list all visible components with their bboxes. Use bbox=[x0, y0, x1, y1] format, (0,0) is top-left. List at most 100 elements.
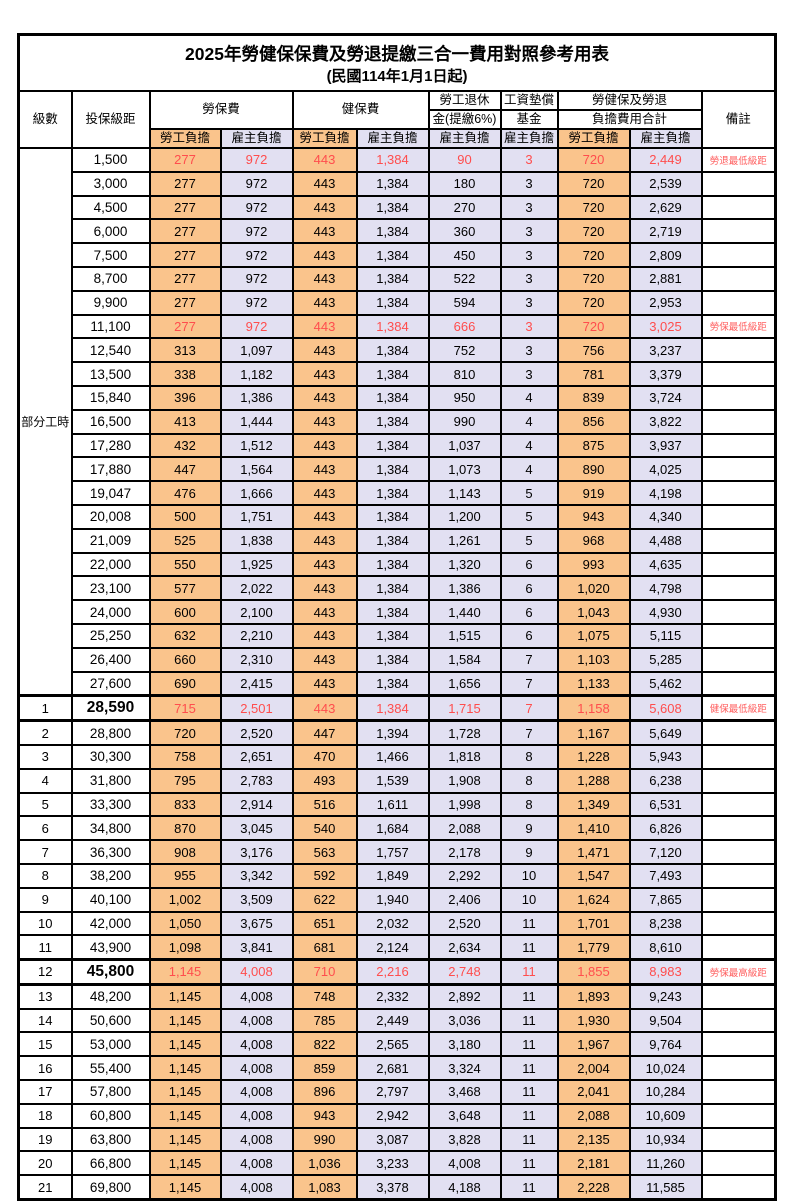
cell-合計勞工負擔: 1,020 bbox=[556, 575, 631, 602]
table-row: 25,250 632 2,210 443 1,384 1,515 6 1,075 5,115 bbox=[19, 622, 777, 649]
cell-健保費勞工負擔: 443 bbox=[291, 194, 358, 221]
cell-健保費雇主負擔: 2,032 bbox=[355, 910, 430, 937]
col-header-pension-line1: 勞工退休 bbox=[427, 90, 502, 111]
cell-健保費雇主負擔: 1,384 bbox=[355, 575, 430, 602]
cell-勞保費勞工負擔: 795 bbox=[148, 767, 222, 794]
cell-健保費雇主負擔: 1,384 bbox=[355, 480, 430, 506]
cell-合計雇主負擔: 3,379 bbox=[628, 361, 703, 387]
cell-勞保費雇主負擔: 2,415 bbox=[219, 670, 294, 697]
cell-bracket: 28,590 bbox=[70, 694, 151, 723]
cell-合計勞工負擔: 720 bbox=[556, 170, 631, 197]
cell-勞保費雇主負擔: 4,008 bbox=[219, 1079, 294, 1105]
cell-level: 2 bbox=[17, 719, 73, 746]
cell-工資墊償基金雇主負擔: 11 bbox=[499, 934, 559, 961]
cell-合計勞工負擔: 993 bbox=[556, 551, 631, 578]
cell-工資墊償基金雇主負擔: 11 bbox=[499, 1174, 559, 1201]
cell-健保費雇主負擔: 1,384 bbox=[355, 646, 430, 673]
cell-勞保費雇主負擔: 2,783 bbox=[219, 767, 294, 794]
cell-level: 13 bbox=[17, 983, 73, 1010]
cell-合計勞工負擔: 1,930 bbox=[556, 1007, 631, 1034]
cell-健保費勞工負擔: 540 bbox=[291, 815, 358, 842]
header-row-1: 級數 投保級距 勞保費 健保費 勞工退休 工資墊償 勞健保及勞退 備註 bbox=[17, 90, 777, 149]
cell-健保費雇主負擔: 1,684 bbox=[355, 815, 430, 842]
cell-合計雇主負擔: 3,822 bbox=[628, 408, 703, 435]
cell-合計雇主負擔: 6,826 bbox=[628, 815, 703, 842]
cell-勞保費雇主負擔: 3,841 bbox=[219, 934, 294, 961]
cell-工資墊償基金雇主負擔: 4 bbox=[499, 456, 559, 483]
cell-健保費雇主負擔: 2,565 bbox=[355, 1031, 430, 1058]
cell-bracket: 26,400 bbox=[70, 646, 151, 673]
cell-勞保費雇主負擔: 2,310 bbox=[219, 646, 294, 673]
cell-remark bbox=[700, 719, 777, 746]
cell-合計勞工負擔: 2,181 bbox=[556, 1150, 631, 1177]
cell-勞工退休金雇主負擔: 270 bbox=[427, 194, 502, 221]
cell-勞保費雇主負擔: 4,008 bbox=[219, 1007, 294, 1034]
cell-健保費勞工負擔: 443 bbox=[291, 551, 358, 578]
cell-勞保費勞工負擔: 720 bbox=[148, 719, 222, 746]
cell-合計勞工負擔: 2,088 bbox=[556, 1102, 631, 1129]
table-row: 13,500 338 1,182 443 1,384 810 3 781 3,379 bbox=[19, 361, 777, 387]
cell-健保費雇主負擔: 1,384 bbox=[355, 551, 430, 578]
cell-工資墊償基金雇主負擔: 6 bbox=[499, 575, 559, 602]
cell-合計雇主負擔: 11,260 bbox=[628, 1150, 703, 1177]
cell-勞保費雇主負擔: 1,097 bbox=[219, 337, 294, 364]
cell-勞工退休金雇主負擔: 2,088 bbox=[427, 815, 502, 842]
cell-level: 12 bbox=[17, 958, 73, 986]
cell-合計勞工負擔: 1,075 bbox=[556, 622, 631, 649]
cell-bracket: 42,000 bbox=[70, 910, 151, 937]
cell-remark bbox=[700, 622, 777, 649]
cell-勞保費雇主負擔: 972 bbox=[219, 289, 294, 316]
cell-健保費雇主負擔: 2,124 bbox=[355, 934, 430, 961]
cell-勞保費勞工負擔: 1,145 bbox=[148, 1174, 222, 1201]
cell-勞保費勞工負擔: 413 bbox=[148, 408, 222, 435]
col-header-pension-line2: 金(提繳6%) bbox=[427, 109, 502, 130]
cell-勞保費勞工負擔: 870 bbox=[148, 815, 222, 842]
cell-合計勞工負擔: 968 bbox=[556, 527, 631, 554]
cell-勞工退休金雇主負擔: 1,200 bbox=[427, 503, 502, 530]
cell-合計勞工負擔: 720 bbox=[556, 218, 631, 245]
table-row: 11,100 277 972 443 1,384 666 3 720 3,025 勞保最低級距 bbox=[19, 313, 777, 340]
table-row: 21 69,800 1,145 4,008 1,083 3,378 4,188 11 2,228… bbox=[17, 1174, 777, 1201]
cell-工資墊償基金雇主負擔: 8 bbox=[499, 767, 559, 794]
cell-level: 3 bbox=[17, 743, 73, 770]
cell-合計勞工負擔: 720 bbox=[556, 147, 631, 173]
cell-level-part-time: 部分工時 bbox=[17, 147, 73, 697]
cell-勞保費雇主負擔: 1,751 bbox=[219, 503, 294, 530]
cell-bracket: 19,047 bbox=[70, 480, 151, 506]
cell-remark bbox=[700, 815, 777, 842]
cell-合計勞工負擔: 1,855 bbox=[556, 958, 631, 986]
cell-level: 14 bbox=[17, 1007, 73, 1034]
cell-勞保費雇主負擔: 1,838 bbox=[219, 527, 294, 554]
table-row: 3 30,300 758 2,651 470 1,466 1,818 8 1,228 5,943 bbox=[17, 743, 777, 770]
cell-健保費勞工負擔: 1,083 bbox=[291, 1174, 358, 1201]
cell-健保費勞工負擔: 990 bbox=[291, 1126, 358, 1153]
cell-工資墊償基金雇主負擔: 9 bbox=[499, 839, 559, 865]
cell-工資墊償基金雇主負擔: 4 bbox=[499, 408, 559, 435]
cell-健保費雇主負擔: 1,384 bbox=[355, 147, 430, 173]
cell-勞保費雇主負擔: 1,564 bbox=[219, 456, 294, 483]
cell-勞工退休金雇主負擔: 1,320 bbox=[427, 551, 502, 578]
cell-bracket: 38,200 bbox=[70, 862, 151, 889]
cell-工資墊償基金雇主負擔: 8 bbox=[499, 791, 559, 818]
cell-勞保費勞工負擔: 277 bbox=[148, 147, 222, 173]
table-row: 24,000 600 2,100 443 1,384 1,440 6 1,043 4,930 bbox=[19, 599, 777, 625]
cell-合計雇主負擔: 7,493 bbox=[628, 862, 703, 889]
cell-健保費勞工負擔: 443 bbox=[291, 170, 358, 197]
cell-勞保費雇主負擔: 3,675 bbox=[219, 910, 294, 937]
cell-勞工退休金雇主負擔: 1,818 bbox=[427, 743, 502, 770]
cell-健保費勞工負擔: 943 bbox=[291, 1102, 358, 1129]
table-row: 17,880 447 1,564 443 1,384 1,073 4 890 4,025 bbox=[19, 456, 777, 483]
cell-勞工退休金雇主負擔: 2,292 bbox=[427, 862, 502, 889]
cell-勞工退休金雇主負擔: 1,037 bbox=[427, 432, 502, 459]
cell-勞工退休金雇主負擔: 666 bbox=[427, 313, 502, 340]
cell-bracket: 69,800 bbox=[70, 1174, 151, 1201]
cell-健保費雇主負擔: 1,384 bbox=[355, 194, 430, 221]
cell-remark: 勞退最低級距 bbox=[700, 147, 777, 173]
cell-勞工退休金雇主負擔: 180 bbox=[427, 170, 502, 197]
cell-健保費雇主負擔: 2,797 bbox=[355, 1079, 430, 1105]
cell-勞保費雇主負擔: 3,509 bbox=[219, 886, 294, 913]
cell-合計雇主負擔: 5,943 bbox=[628, 743, 703, 770]
table-row: 4,500 277 972 443 1,384 270 3 720 2,629 bbox=[19, 194, 777, 221]
cell-remark bbox=[700, 791, 777, 818]
table-row: 部分工時 1,500 277 972 443 1,384 90 3 720 2,449 勞退最低級距 bbox=[17, 147, 777, 697]
